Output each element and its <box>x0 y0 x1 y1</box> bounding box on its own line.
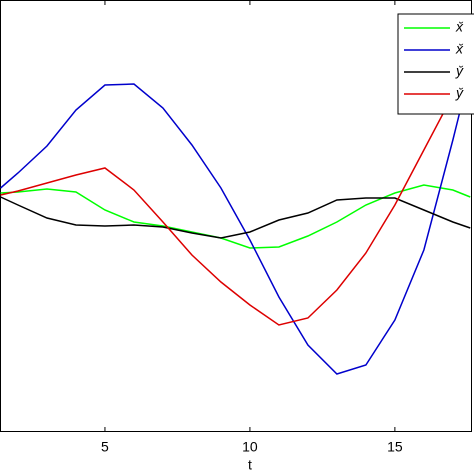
legend-label: x̆ <box>455 19 464 35</box>
line-series <box>0 196 471 239</box>
x-tick-label: 15 <box>387 439 403 455</box>
x-tick-label: 5 <box>101 439 109 455</box>
legend-label: y̆ <box>455 63 464 79</box>
legend-label: x̆ <box>455 41 464 57</box>
line-series <box>0 64 471 326</box>
legend-label: y̆ <box>455 85 464 101</box>
plot-frame <box>0 0 472 432</box>
legend-box <box>397 13 474 115</box>
x-axis-label: t <box>248 457 252 473</box>
x-tick-label: 10 <box>242 439 258 455</box>
line-series <box>0 184 471 249</box>
line-series <box>0 69 471 375</box>
